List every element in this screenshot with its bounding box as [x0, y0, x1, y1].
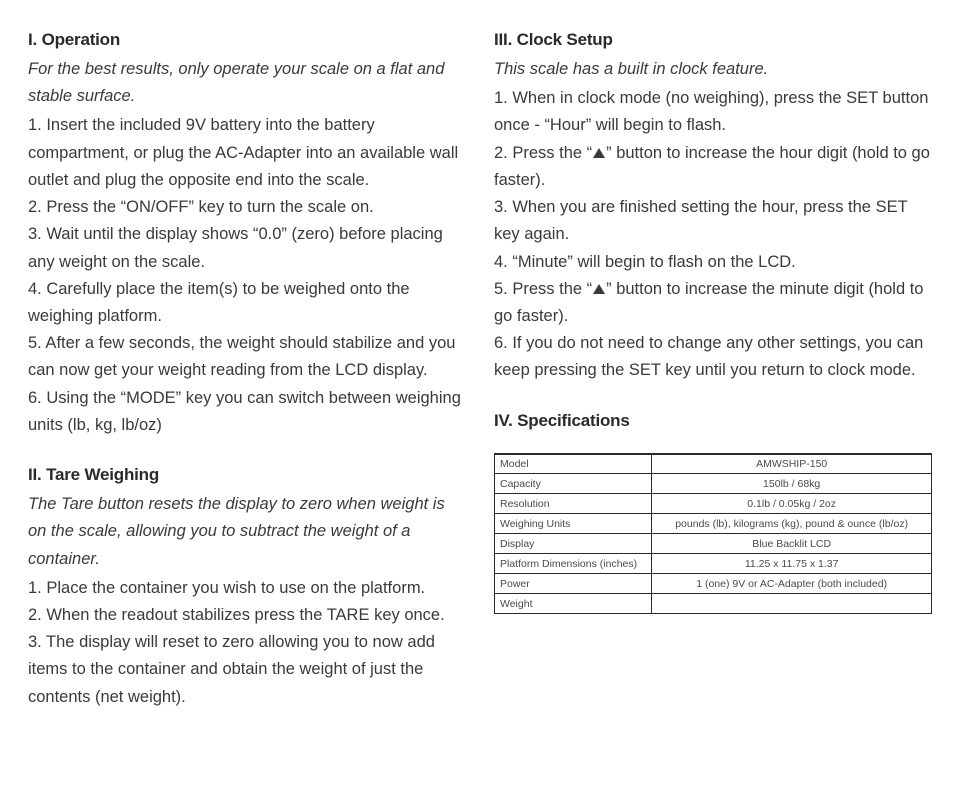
- spec-value: Blue Backlit LCD: [652, 534, 932, 554]
- spec-label: Weight: [495, 594, 652, 614]
- tare-step-3: 3. The display will reset to zero allowi…: [28, 629, 466, 711]
- spec-label: Capacity: [495, 474, 652, 494]
- right-column: III. Clock Setup This scale has a built …: [494, 30, 932, 775]
- spec-value: [652, 594, 932, 614]
- section-operation: I. Operation For the best results, only …: [28, 30, 466, 439]
- table-row: Platform Dimensions (inches)11.25 x 11.7…: [495, 554, 932, 574]
- op-step-6: 6. Using the “MODE” key you can switch b…: [28, 385, 466, 439]
- spec-label: Resolution: [495, 494, 652, 514]
- clock-step-5: 5. Press the “” button to increase the m…: [494, 276, 932, 330]
- heading-tare: II. Tare Weighing: [28, 465, 466, 485]
- section-clock: III. Clock Setup This scale has a built …: [494, 30, 932, 385]
- clock-step-2: 2. Press the “” button to increase the h…: [494, 140, 932, 194]
- intro-operation: For the best results, only operate your …: [28, 56, 466, 110]
- clock-step-4: 4. “Minute” will begin to flash on the L…: [494, 249, 932, 276]
- heading-specs: IV. Specifications: [494, 411, 932, 431]
- spec-value: 11.25 x 11.75 x 1.37: [652, 554, 932, 574]
- spec-label: Display: [495, 534, 652, 554]
- clock-step-6: 6. If you do not need to change any othe…: [494, 330, 932, 384]
- heading-clock: III. Clock Setup: [494, 30, 932, 50]
- table-row: Weight: [495, 594, 932, 614]
- spec-label: Weighing Units: [495, 514, 652, 534]
- left-column: I. Operation For the best results, only …: [28, 30, 466, 775]
- table-row: Resolution0.1lb / 0.05kg / 2oz: [495, 494, 932, 514]
- spec-value: 0.1lb / 0.05kg / 2oz: [652, 494, 932, 514]
- op-step-1: 1. Insert the included 9V battery into t…: [28, 112, 466, 194]
- spec-label: Model: [495, 454, 652, 474]
- up-triangle-icon: [593, 148, 605, 158]
- tare-step-1: 1. Place the container you wish to use o…: [28, 575, 466, 602]
- clock-step-2a: 2. Press the “: [494, 144, 592, 162]
- clock-step-5a: 5. Press the “: [494, 280, 592, 298]
- spec-value: 150lb / 68kg: [652, 474, 932, 494]
- spec-label: Power: [495, 574, 652, 594]
- intro-tare: The Tare button resets the display to ze…: [28, 491, 466, 573]
- table-row: DisplayBlue Backlit LCD: [495, 534, 932, 554]
- tare-step-2: 2. When the readout stabilizes press the…: [28, 602, 466, 629]
- table-row: Capacity150lb / 68kg: [495, 474, 932, 494]
- op-step-5: 5. After a few seconds, the weight shoul…: [28, 330, 466, 384]
- specs-table: ModelAMWSHIP-150 Capacity150lb / 68kg Re…: [494, 453, 932, 615]
- up-triangle-icon: [593, 284, 605, 294]
- section-specs: IV. Specifications ModelAMWSHIP-150 Capa…: [494, 411, 932, 615]
- section-tare: II. Tare Weighing The Tare button resets…: [28, 465, 466, 711]
- op-step-2: 2. Press the “ON/OFF” key to turn the sc…: [28, 194, 466, 221]
- spec-label: Platform Dimensions (inches): [495, 554, 652, 574]
- op-step-4: 4. Carefully place the item(s) to be wei…: [28, 276, 466, 330]
- spec-value: pounds (lb), kilograms (kg), pound & oun…: [652, 514, 932, 534]
- table-row: Power1 (one) 9V or AC-Adapter (both incl…: [495, 574, 932, 594]
- table-row: ModelAMWSHIP-150: [495, 454, 932, 474]
- spec-value: 1 (one) 9V or AC-Adapter (both included): [652, 574, 932, 594]
- intro-clock: This scale has a built in clock feature.: [494, 56, 932, 83]
- clock-step-3: 3. When you are finished setting the hou…: [494, 194, 932, 248]
- spec-value: AMWSHIP-150: [652, 454, 932, 474]
- heading-operation: I. Operation: [28, 30, 466, 50]
- op-step-3: 3. Wait until the display shows “0.0” (z…: [28, 221, 466, 275]
- table-row: Weighing Unitspounds (lb), kilograms (kg…: [495, 514, 932, 534]
- clock-step-1: 1. When in clock mode (no weighing), pre…: [494, 85, 932, 139]
